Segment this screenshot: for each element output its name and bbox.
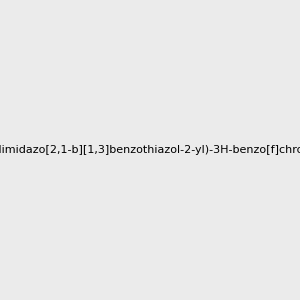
Text: 2-(7-methylimidazo[2,1-b][1,3]benzothiazol-2-yl)-3H-benzo[f]chromen-3-one: 2-(7-methylimidazo[2,1-b][1,3]benzothiaz… (0, 145, 300, 155)
